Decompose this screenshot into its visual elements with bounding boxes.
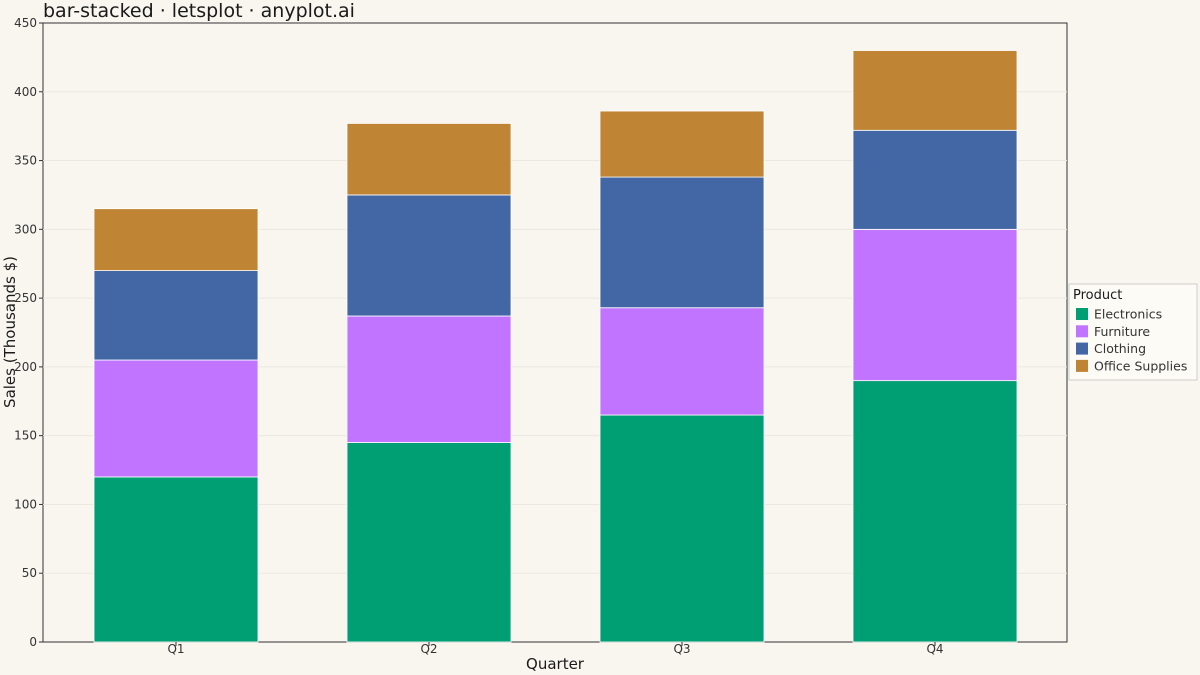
y-tick-label: 250 <box>14 291 37 305</box>
legend-label-electronics: Electronics <box>1094 307 1162 322</box>
legend-title: Product <box>1073 288 1122 303</box>
bar-segment-electronics-q1 <box>93 476 259 643</box>
bar-segment-electronics-q3 <box>599 414 765 643</box>
bar-segment-furniture-q2 <box>346 315 512 443</box>
x-tick-label: Q3 <box>673 642 690 656</box>
legend-label-office-supplies: Office Supplies <box>1094 358 1187 373</box>
y-tick-label: 200 <box>14 360 37 374</box>
bar-segment-clothing-q3 <box>599 176 765 309</box>
legend-box <box>1068 283 1198 381</box>
bar-segment-office-supplies-q3 <box>599 110 765 178</box>
y-axis-ticks: 0 50 100 150 200 250 300 350 400 450 <box>14 16 43 649</box>
legend-swatch-clothing <box>1076 342 1088 355</box>
bar-segment-furniture-q3 <box>599 307 765 416</box>
bar-segment-furniture-q4 <box>852 228 1018 382</box>
y-tick-label: 0 <box>29 635 37 649</box>
y-tick-label: 350 <box>14 154 37 168</box>
bar-segment-clothing-q2 <box>346 194 512 317</box>
y-tick-label: 100 <box>14 497 37 511</box>
y-tick-label: 300 <box>14 222 37 236</box>
legend-label-clothing: Clothing <box>1094 341 1146 356</box>
x-tick-label: Q4 <box>926 642 943 656</box>
bar-segment-office-supplies-q2 <box>346 123 512 196</box>
y-tick-label: 50 <box>22 566 37 580</box>
legend: Product Electronics Furniture Clothing Offi… <box>1068 283 1198 381</box>
x-tick-label: Q2 <box>420 642 437 656</box>
bar-segment-electronics-q4 <box>852 380 1018 643</box>
x-axis-title: Quarter <box>526 655 585 673</box>
x-axis-ticks: Q1 Q2 Q3 Q4 <box>167 642 944 656</box>
y-tick-label: 400 <box>14 85 37 99</box>
chart-title: bar-stacked · letsplot · anyplot.ai <box>43 0 355 22</box>
y-tick-label: 150 <box>14 429 37 443</box>
legend-label-furniture: Furniture <box>1094 324 1150 339</box>
y-axis-title: Sales (Thousands $) <box>1 256 19 408</box>
legend-swatch-furniture <box>1076 325 1088 338</box>
bar-segment-electronics-q2 <box>346 442 512 643</box>
x-tick-label: Q1 <box>167 642 184 656</box>
bar-segment-clothing-q1 <box>93 270 259 361</box>
bar-segment-clothing-q4 <box>852 129 1018 230</box>
bar-segment-furniture-q1 <box>93 359 259 478</box>
legend-swatch-office-supplies <box>1076 359 1088 372</box>
bar-segment-office-supplies-q1 <box>93 208 259 271</box>
bar-segment-office-supplies-q4 <box>852 50 1018 131</box>
bars-group <box>93 50 1018 643</box>
legend-swatch-electronics <box>1076 308 1088 320</box>
y-tick-label: 450 <box>14 16 37 30</box>
